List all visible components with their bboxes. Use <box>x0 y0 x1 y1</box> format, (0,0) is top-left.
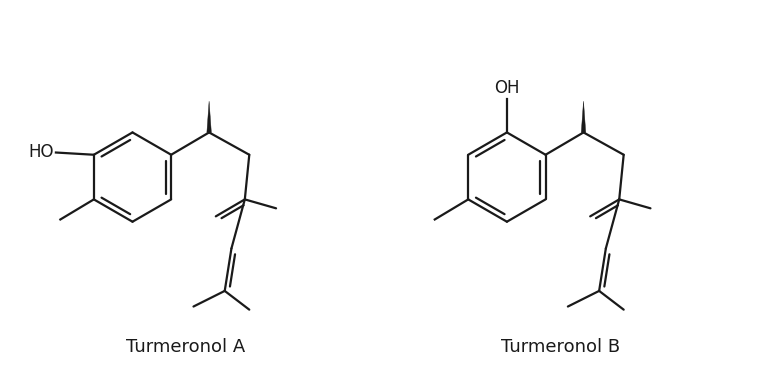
Text: Turmeronol A: Turmeronol A <box>126 338 246 356</box>
Text: Turmeronol B: Turmeronol B <box>501 338 620 356</box>
Polygon shape <box>207 101 211 132</box>
Text: HO: HO <box>28 143 54 161</box>
Text: OH: OH <box>495 79 519 97</box>
Polygon shape <box>581 101 586 132</box>
